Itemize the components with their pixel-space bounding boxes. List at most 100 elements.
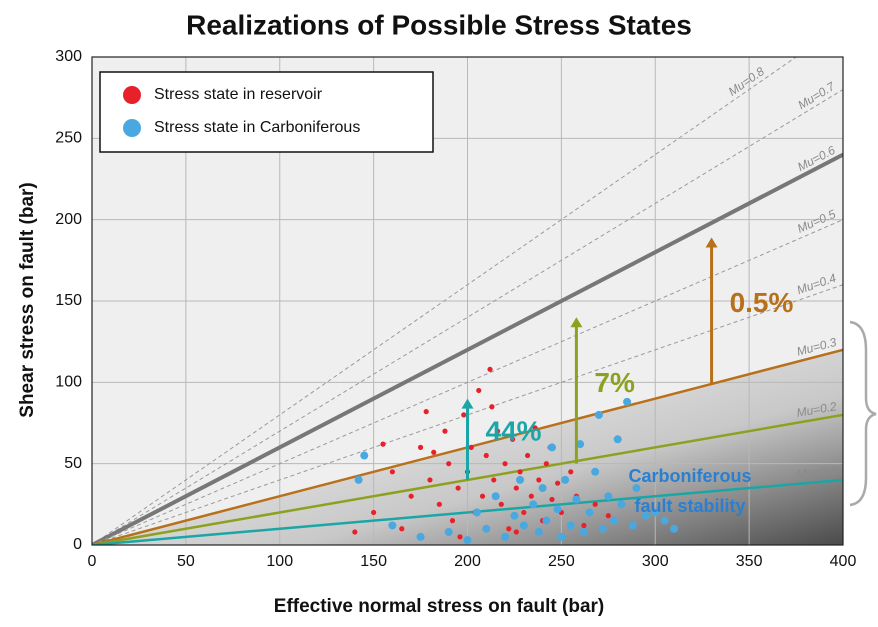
x-tick-label: 200: [454, 553, 481, 570]
point: [594, 410, 603, 419]
legend-label: Stress state in reservoir: [154, 86, 323, 103]
legend-marker: [123, 119, 141, 137]
point: [489, 404, 495, 410]
point: [506, 526, 512, 532]
x-tick-label: 300: [642, 553, 669, 570]
point: [572, 495, 581, 504]
y-axis-label: Shear stress on fault (bar): [17, 182, 38, 417]
point: [532, 425, 538, 431]
point: [576, 440, 585, 449]
point: [444, 527, 453, 536]
point: [555, 480, 561, 486]
point: [542, 516, 551, 525]
point: [446, 461, 452, 467]
point: [455, 485, 461, 491]
arrow-head: [461, 398, 474, 409]
point: [436, 501, 442, 507]
point: [417, 444, 424, 450]
point: [561, 475, 570, 484]
friction-line: [92, 478, 843, 545]
y-tick-label: 300: [55, 48, 82, 65]
point: [501, 532, 510, 541]
point: [457, 534, 463, 540]
point: [538, 484, 547, 493]
arrow-head: [705, 237, 718, 248]
point: [513, 529, 519, 535]
friction-label: Mu=0.1: [796, 464, 837, 481]
point: [513, 485, 519, 491]
point: [519, 521, 528, 530]
point: [416, 532, 425, 541]
point: [609, 516, 618, 525]
y-tick-label: 50: [64, 455, 82, 472]
point: [670, 524, 679, 533]
point: [423, 409, 429, 415]
arrow-label: 44%: [486, 416, 542, 447]
point: [521, 509, 527, 516]
point: [623, 397, 632, 406]
point: [371, 509, 377, 516]
x-tick-label: 150: [360, 553, 387, 570]
point: [528, 493, 534, 499]
point: [509, 436, 516, 442]
point: [641, 511, 650, 520]
point: [431, 449, 437, 455]
y-tick-label: 200: [55, 211, 82, 228]
point: [581, 522, 587, 529]
point: [604, 492, 613, 501]
friction-line: [92, 413, 843, 545]
point: [517, 469, 523, 475]
arrow-head: [570, 317, 583, 328]
point: [360, 451, 369, 460]
friction-line: [92, 219, 843, 545]
point: [468, 444, 474, 450]
point: [427, 477, 433, 483]
arrow-label: 7%: [594, 367, 635, 398]
point: [463, 536, 472, 545]
x-axis-label: Effective normal stress on fault (bar): [274, 596, 604, 617]
point: [510, 511, 519, 520]
point: [592, 501, 598, 507]
point: [472, 508, 481, 517]
friction-label: Mu=0.2: [795, 399, 837, 420]
point: [605, 513, 611, 519]
x-tick-label: 100: [266, 553, 293, 570]
point: [547, 443, 556, 452]
point: [651, 508, 660, 517]
point: [479, 493, 486, 499]
point: [660, 516, 669, 525]
point: [529, 500, 538, 509]
point: [585, 508, 594, 517]
chart-title: Realizations of Possible Stress States: [186, 9, 692, 40]
legend-label: Stress state in Carboniferous: [154, 119, 360, 136]
plot-frame: [91, 56, 844, 546]
point: [628, 521, 637, 530]
point: [494, 428, 501, 434]
point: [543, 461, 549, 467]
y-tick-label: 100: [55, 374, 82, 391]
legend-box: [99, 71, 434, 153]
point: [617, 500, 626, 509]
point: [352, 529, 358, 535]
point: [632, 484, 641, 493]
point: [388, 521, 397, 530]
friction-line: [92, 152, 843, 545]
y-tick-label: 150: [55, 292, 82, 309]
point: [483, 452, 489, 459]
point: [534, 527, 543, 536]
point: [516, 475, 525, 484]
point: [491, 492, 500, 501]
point: [598, 524, 607, 533]
x-tick-label: 250: [548, 553, 575, 570]
friction-line: [92, 57, 797, 545]
friction-line: [92, 89, 843, 545]
point: [549, 496, 555, 503]
x-tick-label: 400: [830, 553, 857, 570]
point: [613, 435, 622, 444]
y-tick-label: 250: [55, 130, 82, 147]
legend-marker: [123, 86, 141, 104]
point: [442, 428, 448, 434]
point: [498, 501, 504, 507]
point: [389, 469, 395, 475]
point: [536, 477, 542, 483]
